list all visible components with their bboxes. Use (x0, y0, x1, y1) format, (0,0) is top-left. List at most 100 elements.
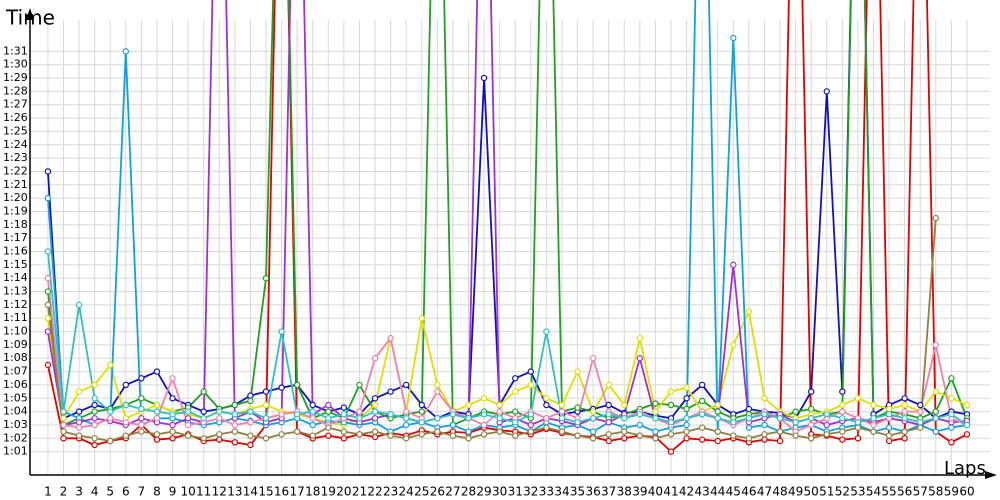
point-marker (698, 436, 706, 443)
point-marker (870, 428, 877, 435)
point-marker (527, 428, 535, 435)
point-marker (636, 335, 644, 342)
point-marker (122, 432, 129, 439)
point-marker (714, 401, 721, 409)
point-marker (262, 401, 270, 409)
point-marker (621, 401, 628, 409)
point-marker (371, 401, 379, 409)
point-marker (449, 421, 457, 429)
point-marker (340, 428, 348, 435)
point-marker (480, 395, 488, 402)
point-marker (387, 411, 394, 418)
point-marker (184, 415, 192, 422)
point-marker (44, 315, 52, 322)
point-marker (698, 381, 706, 389)
y-tick-label: 1:17 (3, 231, 28, 244)
point-marker (231, 411, 239, 418)
point-marker (44, 288, 52, 295)
point-marker (512, 375, 519, 382)
point-marker (184, 432, 192, 439)
x-tick-label: 10 (180, 485, 195, 499)
x-tick-label: 12 (212, 485, 227, 499)
point-marker (262, 388, 270, 395)
point-marker (231, 401, 239, 409)
x-tick-label: 42 (679, 485, 694, 499)
x-tick-label: 23 (383, 485, 398, 499)
point-marker (683, 395, 690, 402)
point-marker (309, 401, 316, 409)
point-marker (512, 408, 519, 415)
point-marker (527, 381, 535, 389)
point-marker (652, 415, 659, 422)
point-marker (605, 381, 612, 389)
point-marker (636, 411, 644, 418)
point-marker (854, 395, 862, 402)
point-marker (465, 415, 472, 422)
y-axis-label: Time (5, 6, 55, 30)
x-tick-label: 7 (138, 485, 146, 499)
point-marker (730, 261, 737, 269)
point-marker (480, 421, 488, 429)
x-tick-label: 55 (881, 485, 896, 499)
point-marker (293, 381, 301, 389)
x-tick-label: 9 (169, 485, 177, 499)
series-line (47, 0, 968, 420)
y-tick-label: 1:09 (3, 338, 28, 351)
point-marker (340, 411, 348, 418)
point-marker (75, 419, 83, 426)
y-tick-label: 1:11 (3, 311, 28, 324)
point-marker (153, 408, 161, 415)
point-marker (91, 395, 98, 402)
point-marker (839, 388, 846, 395)
point-marker (512, 432, 519, 439)
point-marker (839, 408, 846, 415)
point-marker (667, 431, 675, 438)
point-marker (434, 428, 441, 435)
point-marker (325, 408, 332, 415)
y-tick-label: 1:31 (3, 44, 28, 57)
x-tick-label: 38 (617, 485, 632, 499)
point-marker (44, 168, 52, 175)
point-marker (683, 384, 690, 391)
point-marker (107, 361, 114, 369)
point-marker (75, 301, 83, 309)
point-marker (465, 435, 472, 442)
point-marker (247, 419, 254, 426)
point-marker (652, 435, 659, 442)
x-tick-label: 19 (321, 485, 336, 499)
point-marker (621, 428, 628, 435)
x-tick-label: 39 (632, 485, 647, 499)
point-marker (683, 421, 690, 429)
point-marker (901, 428, 908, 435)
point-marker (60, 428, 67, 435)
point-marker (169, 395, 176, 402)
point-marker (247, 397, 254, 405)
x-tick-label: 48 (772, 485, 787, 499)
point-marker (340, 404, 348, 411)
x-tick-label: 20 (336, 485, 351, 499)
point-marker (169, 411, 176, 418)
x-tick-label: 46 (741, 485, 756, 499)
x-tick-label: 53 (850, 485, 865, 499)
x-tick-label: 35 (570, 485, 585, 499)
x-tick-label: 47 (757, 485, 772, 499)
point-marker (574, 368, 581, 375)
point-marker (309, 408, 316, 415)
y-tick-label: 1:16 (3, 245, 28, 258)
point-marker (387, 432, 394, 439)
point-marker (963, 431, 971, 438)
point-marker (402, 435, 410, 442)
point-marker (854, 419, 862, 426)
y-tick-label: 1:27 (3, 98, 28, 111)
point-marker (543, 424, 550, 431)
y-tick-label: 1:28 (3, 84, 28, 97)
point-marker (652, 408, 659, 415)
point-marker (730, 432, 737, 439)
y-tick-label: 1:29 (3, 71, 28, 84)
point-marker (854, 435, 862, 442)
point-marker (605, 411, 612, 418)
y-tick-label: 1:13 (3, 285, 28, 298)
point-marker (122, 419, 129, 426)
x-tick-label: 28 (461, 485, 476, 499)
